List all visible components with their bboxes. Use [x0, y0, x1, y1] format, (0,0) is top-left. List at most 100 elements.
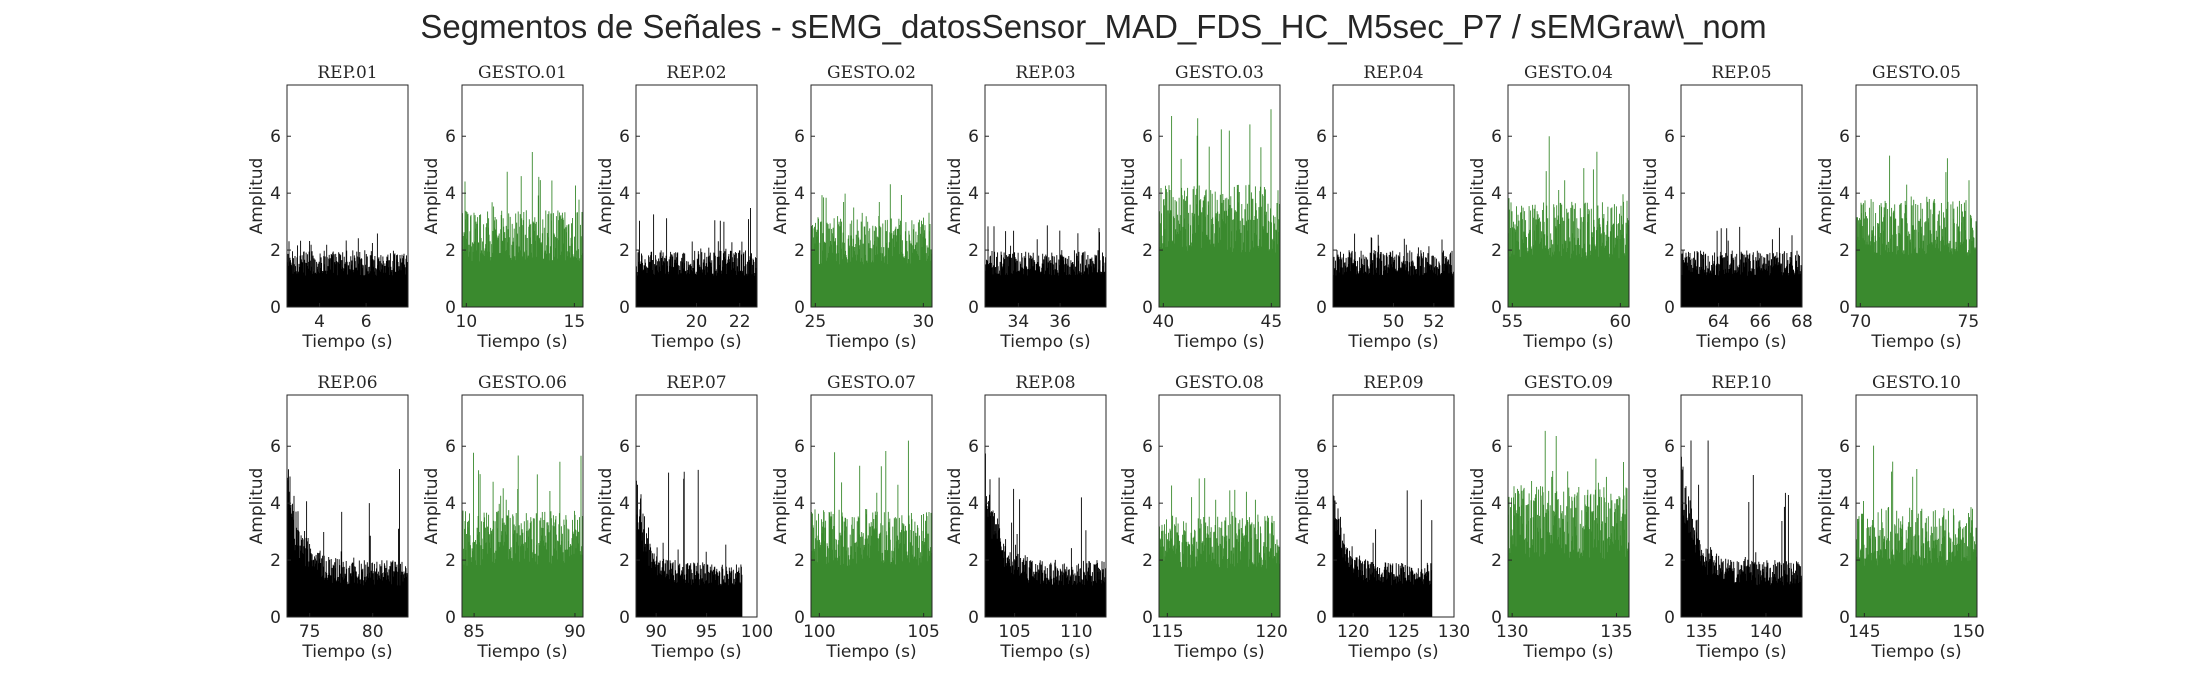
- ytick-label: 2: [1839, 241, 1850, 261]
- x-axis-label: Tiempo (s): [650, 332, 741, 352]
- ytick-label: 6: [1316, 127, 1327, 147]
- xtick-label: 120: [1255, 622, 1287, 642]
- x-axis-label: Tiempo (s): [476, 642, 567, 662]
- xtick-label: 45: [1261, 312, 1283, 332]
- ytick-label: 2: [270, 551, 281, 571]
- ytick-label: 2: [1664, 551, 1675, 571]
- x-axis-label: Tiempo (s): [1347, 332, 1438, 352]
- xtick-label: 6: [361, 312, 372, 332]
- axes-box-rep-09: [1332, 394, 1455, 618]
- ytick-label: 4: [445, 494, 456, 514]
- y-axis-label: Amplitud: [1293, 158, 1313, 235]
- signal-bars-rep-02: [635, 208, 758, 307]
- y-axis-label: Amplitud: [596, 468, 616, 545]
- ytick-label: 2: [794, 551, 805, 571]
- xtick-label: 34: [1008, 312, 1030, 332]
- xtick-label: 25: [805, 312, 827, 332]
- xtick-label: 140: [1750, 622, 1782, 642]
- ytick-label: 2: [968, 241, 979, 261]
- xtick-label: 75: [299, 622, 321, 642]
- y-axis-label: Amplitud: [596, 158, 616, 235]
- ytick-label: 2: [1316, 241, 1327, 261]
- ytick-label: 0: [794, 608, 805, 628]
- ytick-label: 2: [270, 241, 281, 261]
- axes-box-gesto-08: [1158, 394, 1281, 618]
- ytick-label: 6: [1664, 127, 1675, 147]
- xtick-label: 50: [1383, 312, 1405, 332]
- x-axis-label: Tiempo (s): [301, 332, 392, 352]
- panel-title-gesto-05: GESTO.05: [1872, 63, 1961, 83]
- ytick-label: 2: [1491, 551, 1502, 571]
- axes-box-gesto-04: [1507, 84, 1630, 308]
- xtick-label: 90: [564, 622, 586, 642]
- signal-bars-gesto-03: [1158, 109, 1281, 307]
- xtick-label: 105: [907, 622, 939, 642]
- x-axis-label: Tiempo (s): [825, 332, 916, 352]
- ytick-label: 0: [619, 298, 630, 318]
- ytick-label: 4: [968, 184, 979, 204]
- ytick-label: 4: [1316, 494, 1327, 514]
- ytick-label: 6: [1664, 437, 1675, 457]
- ytick-label: 4: [1142, 184, 1153, 204]
- xtick-label: 135: [1685, 622, 1717, 642]
- ytick-label: 0: [1839, 608, 1850, 628]
- ytick-label: 6: [619, 437, 630, 457]
- axes-box-gesto-06: [461, 394, 584, 618]
- ytick-label: 6: [794, 437, 805, 457]
- y-axis-label: Amplitud: [1641, 158, 1661, 235]
- panel-title-rep-03: REP.03: [1015, 63, 1075, 83]
- xtick-label: 125: [1387, 622, 1419, 642]
- ytick-label: 6: [445, 437, 456, 457]
- x-axis-label: Tiempo (s): [1695, 642, 1786, 662]
- axes-box-gesto-01: [461, 84, 584, 308]
- panel-title-rep-06: REP.06: [317, 373, 377, 393]
- ytick-label: 4: [619, 494, 630, 514]
- xtick-label: 55: [1502, 312, 1524, 332]
- y-axis-label: Amplitud: [771, 468, 791, 545]
- ytick-label: 6: [270, 127, 281, 147]
- panel-title-gesto-03: GESTO.03: [1175, 63, 1264, 83]
- xtick-label: 20: [686, 312, 708, 332]
- x-axis-label: Tiempo (s): [650, 642, 741, 662]
- axes-box-rep-03: [984, 84, 1107, 308]
- ytick-label: 6: [619, 127, 630, 147]
- x-axis-label: Tiempo (s): [301, 642, 392, 662]
- y-axis-label: Amplitud: [1816, 468, 1836, 545]
- axes-box-rep-01: [286, 84, 409, 308]
- xtick-label: 100: [803, 622, 835, 642]
- ytick-label: 6: [1142, 437, 1153, 457]
- x-axis-label: Tiempo (s): [476, 332, 567, 352]
- ytick-label: 4: [445, 184, 456, 204]
- xtick-label: 115: [1151, 622, 1183, 642]
- axes-box-gesto-09: [1507, 394, 1630, 618]
- x-axis-label: Tiempo (s): [1522, 642, 1613, 662]
- y-axis-label: Amplitud: [1816, 158, 1836, 235]
- signal-bars-gesto-07: [810, 440, 933, 617]
- signal-bars-gesto-09: [1507, 430, 1630, 617]
- x-axis-label: Tiempo (s): [1695, 332, 1786, 352]
- axes-box-rep-05: [1680, 84, 1803, 308]
- ytick-label: 6: [968, 127, 979, 147]
- xtick-label: 150: [1952, 622, 1984, 642]
- xtick-label: 135: [1600, 622, 1632, 642]
- axes-box-gesto-02: [810, 84, 933, 308]
- ytick-label: 2: [1316, 551, 1327, 571]
- signal-bars-rep-06: [286, 460, 409, 617]
- ytick-label: 0: [968, 608, 979, 628]
- xtick-label: 100: [741, 622, 773, 642]
- ytick-label: 6: [1491, 127, 1502, 147]
- ytick-label: 2: [794, 241, 805, 261]
- signal-bars-gesto-04: [1507, 136, 1630, 307]
- ytick-label: 4: [270, 184, 281, 204]
- ytick-label: 0: [445, 298, 456, 318]
- xtick-label: 4: [314, 312, 325, 332]
- panel-title-gesto-01: GESTO.01: [478, 63, 567, 83]
- xtick-label: 130: [1438, 622, 1470, 642]
- ytick-label: 2: [619, 551, 630, 571]
- panel-title-rep-05: REP.05: [1711, 63, 1771, 83]
- x-axis-label: Tiempo (s): [1347, 642, 1438, 662]
- ytick-label: 0: [270, 298, 281, 318]
- signal-bars-gesto-08: [1158, 478, 1281, 617]
- y-axis-label: Amplitud: [422, 158, 442, 235]
- axes-box-rep-06: [286, 394, 409, 618]
